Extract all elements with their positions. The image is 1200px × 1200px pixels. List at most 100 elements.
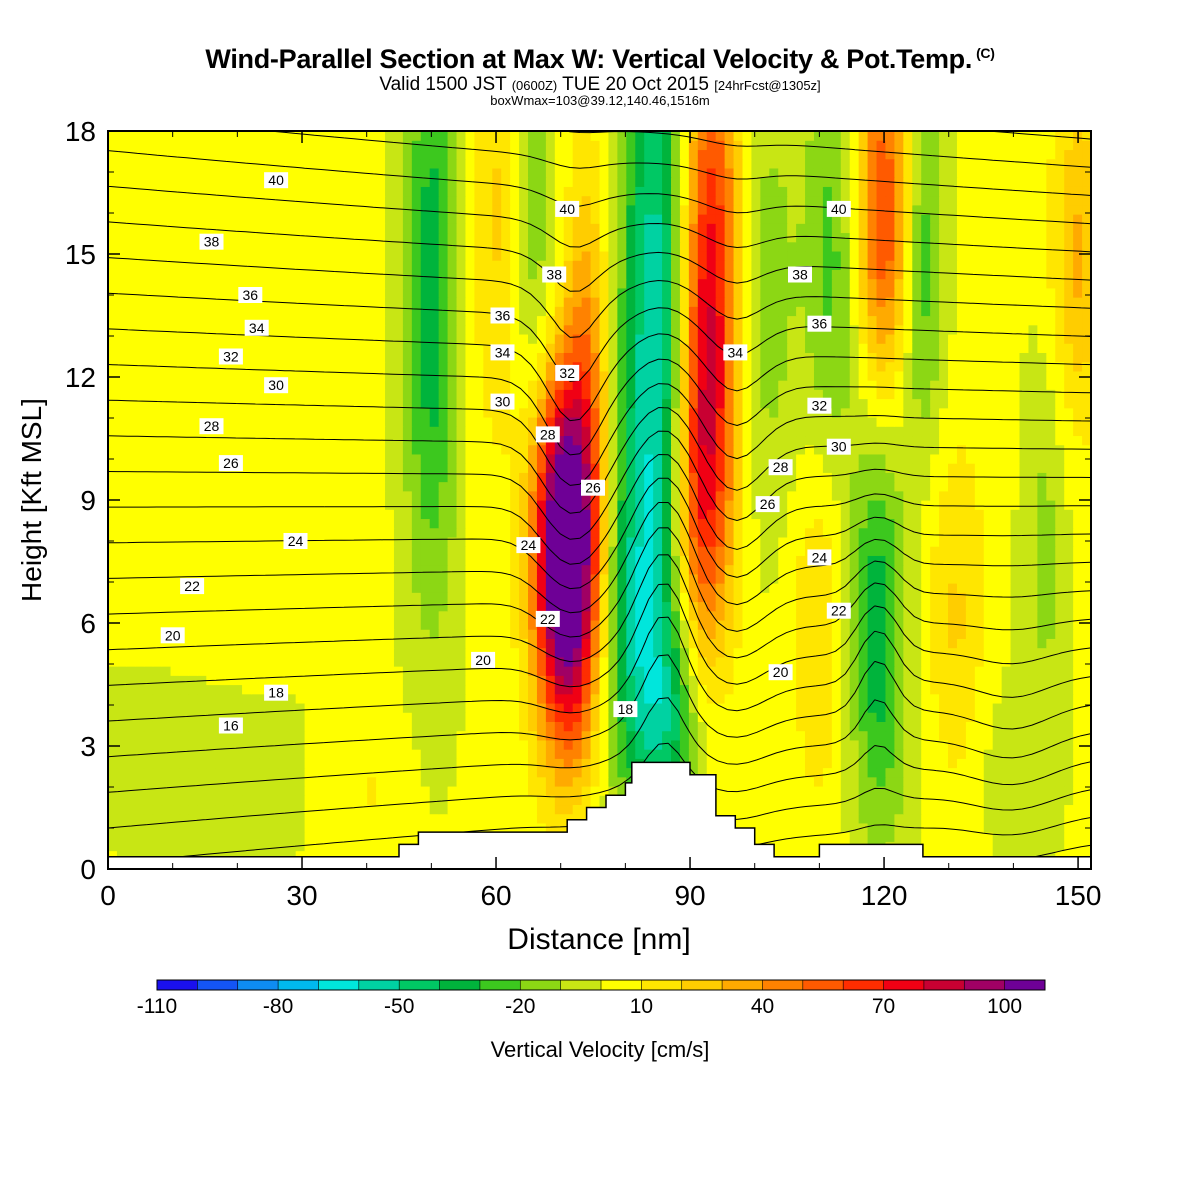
w-cell xyxy=(1064,702,1074,713)
w-cell xyxy=(447,546,458,556)
w-cell xyxy=(206,555,216,566)
w-cell xyxy=(1019,564,1030,575)
w-cell xyxy=(519,767,529,778)
w-cell xyxy=(528,555,538,566)
w-cell xyxy=(706,546,717,556)
w-cell xyxy=(108,555,118,566)
w-cell xyxy=(715,509,726,520)
w-cell xyxy=(161,509,172,520)
w-cell xyxy=(787,647,797,658)
w-cell xyxy=(849,666,860,676)
w-cell xyxy=(1037,500,1047,510)
w-cell xyxy=(456,453,467,464)
w-cell xyxy=(108,785,118,796)
w-cell xyxy=(858,795,869,806)
w-cell xyxy=(956,546,967,556)
w-cell xyxy=(268,573,279,584)
w-cell xyxy=(840,647,851,658)
w-cell xyxy=(492,776,502,787)
w-cell xyxy=(215,804,225,815)
w-cell xyxy=(769,739,779,750)
w-cell xyxy=(626,472,636,483)
w-cell xyxy=(304,629,315,639)
w-cell xyxy=(376,592,386,603)
w-cell xyxy=(644,555,654,566)
w-cell xyxy=(840,749,851,759)
w-cell xyxy=(188,564,198,575)
w-cell xyxy=(108,832,118,842)
w-cell xyxy=(831,481,842,492)
w-cell xyxy=(250,490,261,501)
w-cell xyxy=(1046,583,1056,593)
w-cell xyxy=(125,841,136,852)
w-cell xyxy=(116,619,127,630)
w-cell xyxy=(876,666,887,676)
w-cell xyxy=(179,453,190,464)
w-cell xyxy=(724,739,735,750)
w-cell xyxy=(376,472,386,483)
w-cell xyxy=(912,536,922,547)
w-cell xyxy=(393,702,404,713)
w-cell xyxy=(715,472,726,483)
w-cell xyxy=(876,638,887,649)
w-cell xyxy=(626,592,636,603)
w-cell xyxy=(411,721,422,732)
w-cell xyxy=(125,610,136,621)
w-cell xyxy=(349,619,359,630)
w-cell xyxy=(867,564,878,575)
w-cell xyxy=(635,546,645,556)
w-cell xyxy=(715,767,726,778)
w-cell xyxy=(822,702,833,713)
w-cell xyxy=(1001,758,1012,769)
w-cell xyxy=(939,730,949,741)
w-cell xyxy=(125,712,136,722)
w-cell xyxy=(974,730,985,741)
w-cell xyxy=(956,758,967,769)
w-cell xyxy=(456,536,467,547)
w-cell xyxy=(858,555,869,566)
w-cell xyxy=(474,610,484,621)
w-cell xyxy=(912,518,922,529)
w-cell xyxy=(885,656,895,667)
w-cell xyxy=(787,481,797,492)
w-cell xyxy=(974,785,985,796)
w-cell xyxy=(358,573,368,584)
w-cell xyxy=(849,702,860,713)
w-cell xyxy=(519,813,529,824)
w-cell xyxy=(733,463,744,473)
w-cell xyxy=(796,583,806,593)
w-cell xyxy=(322,702,333,713)
w-cell xyxy=(751,813,761,824)
w-cell xyxy=(161,592,172,603)
w-cell xyxy=(930,813,940,824)
w-cell xyxy=(778,804,788,815)
w-cell xyxy=(474,527,484,538)
w-cell xyxy=(108,749,118,759)
w-cell xyxy=(742,472,753,483)
w-cell xyxy=(474,583,484,593)
w-cell xyxy=(1001,638,1012,649)
w-cell xyxy=(465,592,475,603)
w-cell xyxy=(233,813,243,824)
w-cell xyxy=(322,822,333,833)
w-cell xyxy=(1001,666,1012,676)
w-cell xyxy=(134,490,145,501)
w-cell xyxy=(894,638,904,649)
w-cell xyxy=(948,490,958,501)
w-cell xyxy=(492,500,502,510)
w-cell xyxy=(545,629,556,639)
w-cell xyxy=(778,500,788,510)
w-cell xyxy=(599,730,610,741)
w-cell xyxy=(224,555,234,566)
w-cell xyxy=(778,730,788,741)
w-cell xyxy=(277,610,288,621)
w-cell xyxy=(385,785,395,796)
w-cell xyxy=(1046,490,1056,501)
w-cell xyxy=(143,564,154,575)
w-cell xyxy=(545,702,556,713)
w-cell xyxy=(161,675,172,686)
w-cell xyxy=(224,509,234,520)
w-cell xyxy=(733,518,744,529)
w-cell xyxy=(1046,536,1056,547)
w-cell xyxy=(1019,850,1030,861)
